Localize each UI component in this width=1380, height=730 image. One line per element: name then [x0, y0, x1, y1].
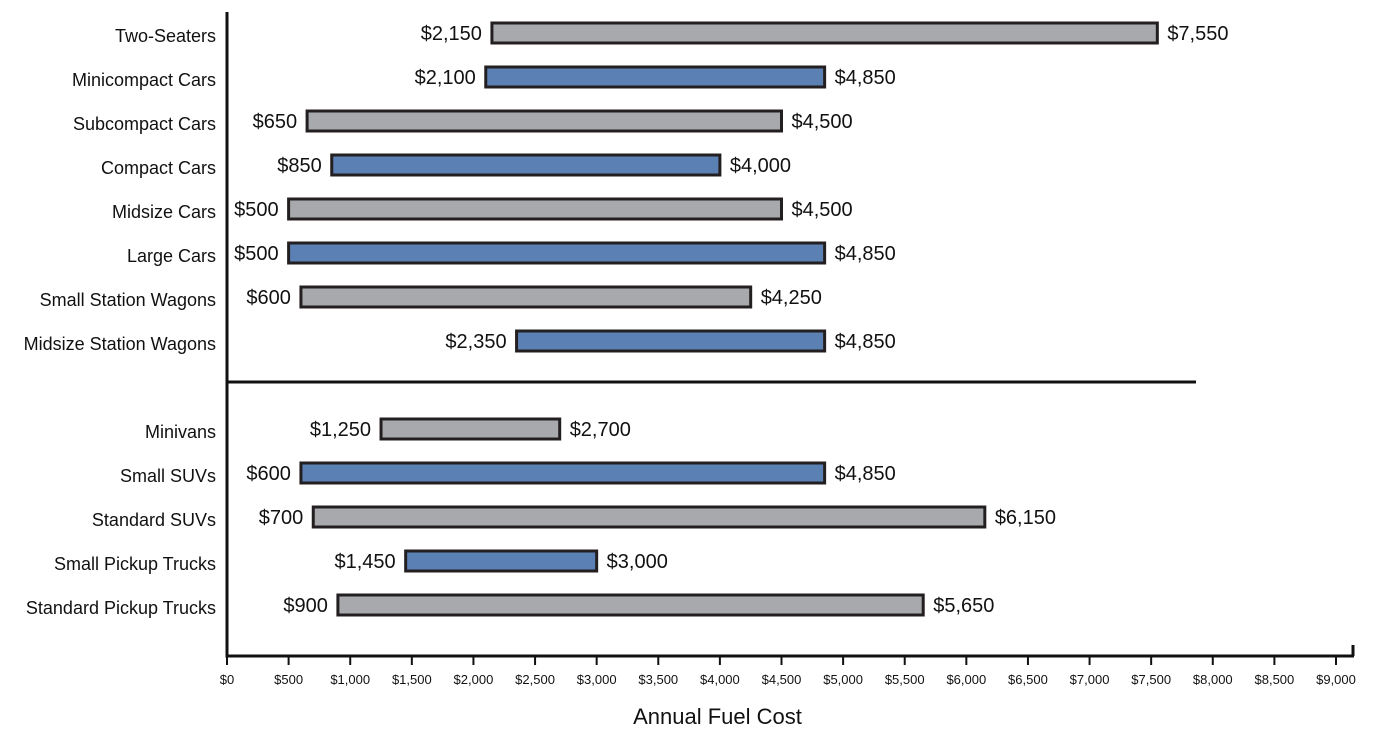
- x-tick-label: $500: [274, 672, 303, 687]
- category-label: Minicompact Cars: [72, 70, 216, 90]
- high-value-label: $2,700: [570, 419, 631, 441]
- low-value-label: $600: [246, 287, 291, 309]
- high-value-label: $4,500: [792, 111, 853, 133]
- x-tick-label: $3,000: [577, 672, 617, 687]
- category-label: Two-Seaters: [115, 26, 216, 46]
- range-bar: [287, 197, 783, 221]
- category-label: Compact Cars: [101, 158, 216, 178]
- low-value-label: $1,450: [335, 551, 396, 573]
- x-tick-label: $2,000: [454, 672, 494, 687]
- high-value-label: $5,650: [933, 595, 994, 617]
- x-tick-label: $6,000: [946, 672, 986, 687]
- low-value-label: $2,100: [415, 67, 476, 89]
- x-tick-label: $6,500: [1008, 672, 1048, 687]
- x-tick-label: $4,500: [762, 672, 802, 687]
- x-tick-label: $1,000: [330, 672, 370, 687]
- range-bar: [404, 549, 599, 573]
- category-label: Small SUVs: [120, 466, 216, 486]
- range-bar: [305, 109, 783, 133]
- range-bar: [287, 241, 827, 265]
- category-label: Midsize Cars: [112, 202, 216, 222]
- x-tick-label: $7,000: [1070, 672, 1110, 687]
- x-tick-label: $5,500: [885, 672, 925, 687]
- high-value-label: $4,850: [835, 463, 896, 485]
- high-value-label: $4,250: [761, 287, 822, 309]
- x-tick-label: $0: [220, 672, 234, 687]
- category-label: Large Cars: [127, 246, 216, 266]
- low-value-label: $700: [259, 507, 304, 529]
- low-value-label: $1,250: [310, 419, 371, 441]
- category-label: Small Station Wagons: [40, 290, 216, 310]
- low-value-label: $2,350: [445, 331, 506, 353]
- x-tick-label: $3,500: [638, 672, 678, 687]
- high-value-label: $4,000: [730, 155, 791, 177]
- category-label: Standard SUVs: [92, 510, 216, 530]
- high-value-label: $7,550: [1167, 23, 1228, 45]
- x-tick-label: $4,000: [700, 672, 740, 687]
- x-tick-label: $9,000: [1316, 672, 1356, 687]
- range-bar: [490, 21, 1159, 45]
- range-bar: [484, 65, 827, 89]
- low-value-label: $850: [277, 155, 322, 177]
- low-value-label: $2,150: [421, 23, 482, 45]
- high-value-label: $4,850: [835, 331, 896, 353]
- x-tick-label: $8,000: [1193, 672, 1233, 687]
- low-value-label: $500: [234, 243, 279, 265]
- high-value-label: $4,500: [792, 199, 853, 221]
- category-label: Midsize Station Wagons: [24, 334, 216, 354]
- range-bar: [336, 593, 925, 617]
- high-value-label: $6,150: [995, 507, 1056, 529]
- x-tick-label: $8,500: [1255, 672, 1295, 687]
- category-label: Standard Pickup Trucks: [26, 598, 216, 618]
- low-value-label: $900: [283, 595, 328, 617]
- range-bar: [379, 417, 562, 441]
- range-bar: [515, 329, 827, 353]
- range-bar: [299, 285, 753, 309]
- range-bar: [299, 461, 827, 485]
- low-value-label: $500: [234, 199, 279, 221]
- x-tick-label: $7,500: [1131, 672, 1171, 687]
- x-tick-label: $1,500: [392, 672, 432, 687]
- category-label: Small Pickup Trucks: [54, 554, 216, 574]
- category-label: Minivans: [145, 422, 216, 442]
- x-axis-title: Annual Fuel Cost: [633, 704, 802, 729]
- high-value-label: $4,850: [835, 243, 896, 265]
- x-tick-label: $5,000: [823, 672, 863, 687]
- x-tick-label: $2,500: [515, 672, 555, 687]
- range-bar: [330, 153, 722, 177]
- low-value-label: $650: [253, 111, 298, 133]
- low-value-label: $600: [246, 463, 291, 485]
- high-value-label: $4,850: [835, 67, 896, 89]
- high-value-label: $3,000: [607, 551, 668, 573]
- category-label: Subcompact Cars: [73, 114, 216, 134]
- range-bar: [311, 505, 987, 529]
